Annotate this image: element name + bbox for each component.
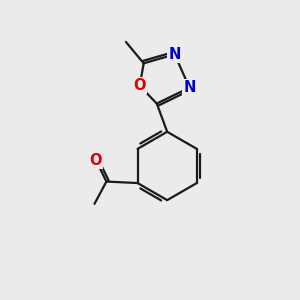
Text: O: O — [90, 153, 102, 168]
Text: N: N — [183, 80, 196, 95]
Text: O: O — [134, 78, 146, 93]
Text: N: N — [169, 47, 181, 62]
